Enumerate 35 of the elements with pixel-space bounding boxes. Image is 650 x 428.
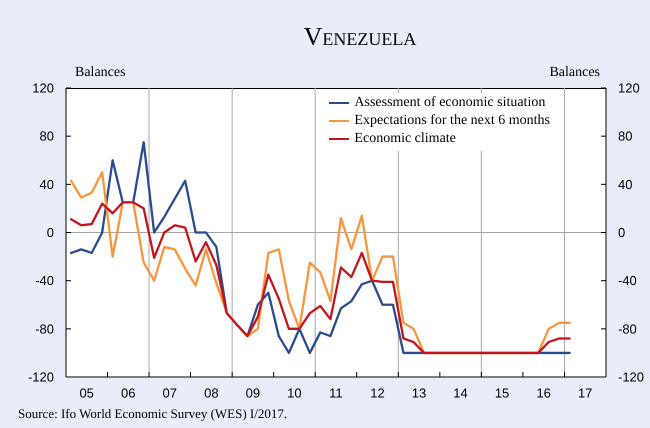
x-tick-label: 13 [412,386,426,400]
y2-tick-label: -40 [618,273,637,288]
x-tick-label: 17 [578,386,592,400]
y2-tick-label: 80 [618,128,632,144]
x-tick-label: 12 [370,386,385,400]
x-tick-label: 14 [453,386,468,400]
x-tick-label: 08 [204,386,219,400]
x-tick-label: 06 [120,386,136,400]
y-tick-label: -40 [35,273,54,288]
legend-label: Assessment of economic situation [354,95,546,111]
chart-title: Venezuela [304,22,416,51]
y-tick-label: 120 [32,80,54,96]
x-tick-label: 15 [494,386,510,400]
x-tick-label: 07 [162,386,177,400]
y-tick-label: -120 [28,370,54,384]
y-axis-title: Balances [75,65,126,80]
y-tick-label: 40 [40,176,54,192]
x-tick-label: 16 [536,386,551,400]
x-tick-label: 11 [329,386,343,400]
y2-tick-label: 40 [618,176,632,192]
y2-tick-label: -80 [618,321,637,336]
y-tick-label: -80 [35,321,54,336]
y-tick-label: 0 [46,225,54,240]
source-note: Source: Ifo World Economic Survey (WES) I/2017. [18,406,288,421]
y-tick-label: 80 [40,128,54,144]
y2-tick-label: -120 [618,370,644,384]
y2-axis-title: Balances [549,65,600,80]
x-tick-label: 10 [287,386,302,400]
y2-tick-label: 0 [618,225,626,240]
line-series [70,201,571,354]
x-tick-label: 09 [246,386,260,400]
legend-label: Expectations for the next 6 months [354,113,550,129]
legend-label: Economic climate [354,131,456,147]
x-tick-label: 05 [79,386,94,400]
y2-tick-label: 120 [618,80,640,96]
